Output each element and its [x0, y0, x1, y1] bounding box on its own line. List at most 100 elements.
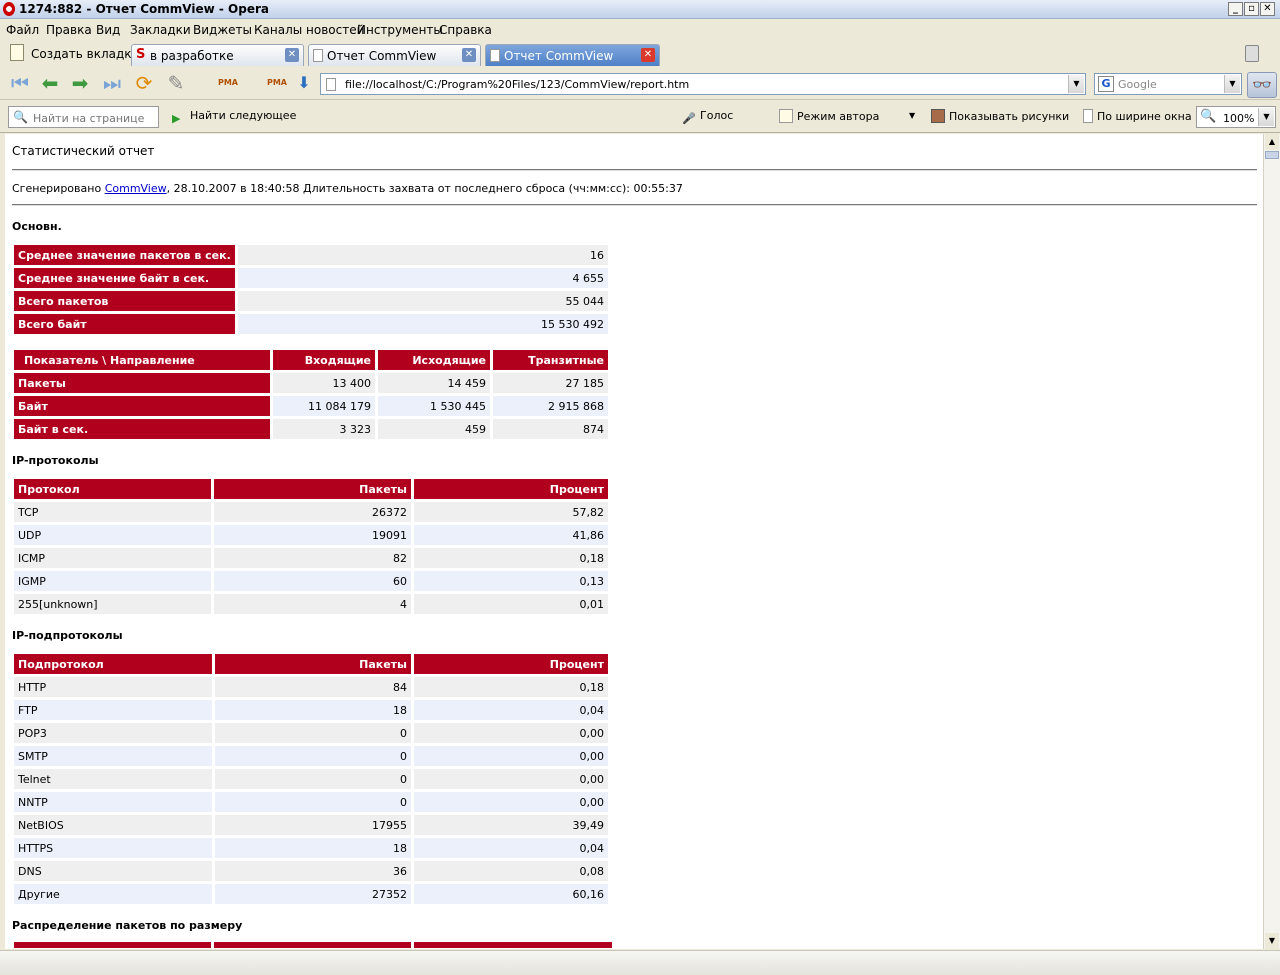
edit-icon[interactable]: ✎: [167, 71, 185, 95]
minimize-button[interactable]: _: [1228, 2, 1243, 16]
commview-link[interactable]: CommView: [104, 182, 167, 195]
menu-feeds[interactable]: Каналы новостей: [254, 23, 365, 37]
close-tab-icon[interactable]: ✕: [641, 48, 655, 62]
table-row: Пакеты 13 400 14 459 27 185: [14, 373, 608, 393]
page-icon: [313, 49, 323, 62]
tab-label: Отчет CommView: [504, 49, 614, 63]
row-value: 15 530 492: [237, 314, 608, 334]
tab-commview-report-active[interactable]: Отчет CommView ✕: [485, 44, 660, 66]
show-images-label: Показывать рисунки: [949, 110, 1070, 123]
direction-table: Показатель \ Направление Входящие Исходящи…: [11, 347, 611, 442]
table-row: HTTP 84 0,18: [14, 677, 608, 697]
play-icon: ▶: [172, 112, 181, 125]
column-header: Процент: [414, 479, 608, 499]
protocol-name: HTTPS: [14, 838, 212, 858]
rewind-icon[interactable]: ⏮: [11, 71, 29, 95]
trash-icon[interactable]: [1245, 45, 1259, 62]
search-field[interactable]: G Google ▼: [1094, 73, 1242, 95]
cell-value: 13 400: [273, 373, 375, 393]
download-icon[interactable]: ⬇: [297, 73, 311, 92]
site-s-icon: S: [136, 47, 146, 62]
google-icon[interactable]: G: [1098, 76, 1114, 92]
section-ip-protocols-title: IP-протоколы: [12, 454, 99, 467]
back-icon[interactable]: ⬅: [41, 71, 59, 95]
tab-label: в разработке: [150, 49, 234, 63]
tab-in-development[interactable]: S в разработке ✕: [131, 44, 304, 66]
row-value: 16: [237, 245, 608, 265]
find-toolbar: 🔍 Найти на странице ▶ Найти следующее 🎤 Го…: [0, 101, 1280, 133]
fit-width-button[interactable]: По ширине окна: [1083, 109, 1192, 123]
pma-icon-2[interactable]: PMA: [266, 78, 287, 87]
percent-value: 0,18: [414, 548, 608, 568]
percent-value: 0,13: [414, 571, 608, 591]
header-cell: [14, 942, 211, 948]
protocol-name: DNS: [14, 861, 212, 881]
column-header: Протокол: [14, 479, 211, 499]
cell-value: 874: [493, 419, 608, 439]
protocol-name: NNTP: [14, 792, 212, 812]
menu-help[interactable]: Справка: [439, 23, 492, 37]
tab-label: Отчет CommView: [327, 49, 437, 63]
author-mode-button[interactable]: Режим автора: [779, 109, 879, 123]
protocol-name: POP3: [14, 723, 212, 743]
menu-widgets[interactable]: Виджеты: [193, 23, 252, 37]
restore-button[interactable]: ▫: [1244, 2, 1259, 16]
tab-commview-report-1[interactable]: Отчет CommView ✕: [308, 44, 481, 66]
address-url[interactable]: file://localhost/C:/Program%20Files/123/…: [345, 78, 690, 91]
menu-file[interactable]: Файл: [6, 23, 40, 37]
document-icon: [779, 109, 793, 123]
percent-value: 0,00: [414, 769, 608, 789]
generated-prefix: Сгенерировано: [12, 182, 105, 195]
ip-subprotocols-table: Подпротокол Пакеты Процент HTTP 84 0,18 FTP 18…: [11, 651, 611, 907]
glasses-icon[interactable]: 👓: [1247, 72, 1277, 98]
menu-bar: Файл Правка Вид Закладки Виджеты Каналы …: [0, 20, 1280, 40]
protocol-name: 255[unknown]: [14, 594, 211, 614]
show-images-button[interactable]: Показывать рисунки: [931, 109, 1069, 123]
pma-icon[interactable]: PMA: [217, 78, 238, 87]
percent-value: 0,04: [414, 700, 608, 720]
table-row: Другие 27352 60,16: [14, 884, 608, 904]
address-field[interactable]: file://localhost/C:/Program%20Files/123/…: [320, 73, 1086, 95]
menu-bookmarks[interactable]: Закладки: [130, 23, 191, 37]
close-tab-icon[interactable]: ✕: [285, 48, 299, 62]
packets-value: 27352: [215, 884, 411, 904]
menu-edit[interactable]: Правка: [46, 23, 92, 37]
protocol-name: NetBIOS: [14, 815, 212, 835]
tab-bar: Создать вкладку S в разработке ✕ Отчет C…: [0, 40, 1280, 68]
reload-icon[interactable]: ⟳: [135, 71, 153, 95]
new-tab-button[interactable]: Создать вкладку: [31, 47, 139, 61]
percent-value: 0,18: [414, 677, 608, 697]
new-tab-icon[interactable]: [10, 44, 24, 61]
percent-value: 0,00: [414, 723, 608, 743]
fast-forward-icon[interactable]: ⏭: [103, 71, 121, 95]
close-tab-icon[interactable]: ✕: [462, 48, 476, 62]
search-dropdown-icon[interactable]: ▼: [1224, 75, 1240, 93]
zoom-select[interactable]: 🔍 100% ▼: [1196, 106, 1276, 128]
find-next-button[interactable]: ▶ Найти следующее: [172, 109, 296, 126]
table-row: Байт в сек. 3 323 459 874: [14, 419, 608, 439]
voice-button[interactable]: 🎤 Голос: [682, 109, 733, 126]
percent-value: 0,01: [414, 594, 608, 614]
forward-icon[interactable]: ➡: [71, 71, 89, 95]
find-on-page-input[interactable]: 🔍 Найти на странице: [8, 106, 159, 128]
title-bar: 1274:882 - Отчет CommView - Opera _ ▫ ✕: [0, 0, 1280, 19]
address-dropdown-icon[interactable]: ▼: [1068, 75, 1084, 93]
close-window-button[interactable]: ✕: [1260, 2, 1275, 16]
scroll-down-icon[interactable]: ▼: [1265, 933, 1279, 949]
column-header: Показатель \ Направление: [14, 350, 270, 370]
menu-view[interactable]: Вид: [96, 23, 121, 37]
search-placeholder[interactable]: Google: [1118, 78, 1157, 91]
scroll-thumb[interactable]: [1265, 151, 1279, 159]
scroll-up-icon[interactable]: ▲: [1265, 134, 1279, 150]
cell-value: 1 530 445: [378, 396, 490, 416]
menu-tools[interactable]: Инструменты: [357, 23, 443, 37]
row-label: Среднее значение пакетов в сек.: [14, 245, 235, 265]
protocol-name: ICMP: [14, 548, 211, 568]
basic-stats-table: Среднее значение пакетов в сек. 16 Среднее…: [11, 242, 611, 337]
zoom-dropdown-icon[interactable]: ▼: [1258, 108, 1274, 126]
find-next-label: Найти следующее: [190, 109, 297, 122]
opera-logo-icon: [3, 2, 15, 16]
column-header: Входящие: [273, 350, 375, 370]
author-mode-dropdown-icon[interactable]: ▼: [909, 111, 916, 120]
vertical-scrollbar[interactable]: ▲ ▼: [1263, 134, 1280, 949]
